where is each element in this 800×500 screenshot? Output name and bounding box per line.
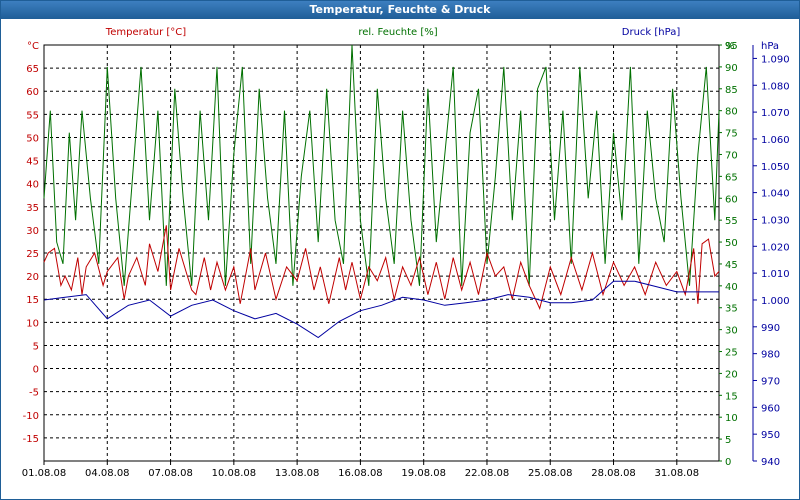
x-tick-label: 31.08.08 <box>655 468 700 479</box>
right1-axis-tick-label: 25 <box>725 348 738 359</box>
right1-axis-tick-label: 20 <box>725 369 738 380</box>
right2-axis-tick-label: 980 <box>761 350 780 361</box>
x-tick-label: 19.08.08 <box>401 468 446 479</box>
left-axis-tick-label: 65 <box>26 64 39 75</box>
right2-axis-tick-label: 1.070 <box>761 108 790 119</box>
x-tick-label: 10.08.08 <box>212 468 257 479</box>
left-axis-tick-label: 20 <box>26 272 39 283</box>
x-tick-label: 07.08.08 <box>148 468 193 479</box>
right2-axis-tick-label: 1.000 <box>761 296 790 307</box>
left-axis-tick-label: 60 <box>26 87 39 98</box>
right1-axis-tick-label: 15 <box>725 391 738 402</box>
x-tick-label: 16.08.08 <box>338 468 383 479</box>
series-line-1 <box>43 44 720 286</box>
left-axis-tick-label: 10 <box>26 318 39 329</box>
x-tick-label: 22.08.08 <box>465 468 510 479</box>
right1-axis-tick-label: 35 <box>725 304 738 315</box>
left-axis-tick-label: 30 <box>26 226 39 237</box>
right2-axis-tick-label: 1.050 <box>761 162 790 173</box>
right2-axis-tick-label: 1.060 <box>761 135 790 146</box>
right1-axis-tick-label: 55 <box>725 216 738 227</box>
right2-axis-tick-label: 1.040 <box>761 189 790 200</box>
right2-axis-unit: hPa <box>761 41 779 52</box>
left-axis-tick-label: -15 <box>23 434 39 445</box>
x-tick-label: 01.08.08 <box>22 468 67 479</box>
right2-axis-tick-label: 1.010 <box>761 269 790 280</box>
series-label-1: rel. Feuchte [%] <box>358 27 437 38</box>
right1-axis-tick-label: 40 <box>725 282 738 293</box>
right1-axis-tick-label: 30 <box>725 326 738 337</box>
window-title: Temperatur, Feuchte & Druck <box>1 1 799 19</box>
right1-axis-tick-label: 45 <box>725 260 738 271</box>
right1-axis-tick-label: 70 <box>725 150 738 161</box>
right2-axis-tick-label: 1.030 <box>761 215 790 226</box>
left-axis-tick-label: 40 <box>26 180 39 191</box>
x-tick-label: 13.08.08 <box>275 468 320 479</box>
right1-axis-tick-label: 10 <box>725 413 738 424</box>
left-axis-tick-label: 35 <box>26 203 39 214</box>
left-axis-tick-label: 25 <box>26 249 39 260</box>
right1-axis-tick-label: 50 <box>725 238 738 249</box>
right2-axis-tick-label: 1.020 <box>761 242 790 253</box>
right1-axis-tick-label: 0 <box>725 457 731 468</box>
right1-axis-tick-label: 75 <box>725 129 738 140</box>
left-axis-unit: °C <box>27 41 39 52</box>
right1-axis-tick-label: 80 <box>725 107 738 118</box>
x-tick-label: 28.08.08 <box>591 468 636 479</box>
right1-axis-tick-label: 90 <box>725 63 738 74</box>
left-axis-tick-label: 50 <box>26 133 39 144</box>
x-tick-label: 25.08.08 <box>528 468 573 479</box>
right2-axis-tick-label: 1.080 <box>761 81 790 92</box>
right1-axis-tick-label: 95 <box>725 41 738 52</box>
left-axis-tick-label: 5 <box>33 341 39 352</box>
series-label-2: Druck [hPa] <box>622 27 681 38</box>
left-axis-tick-label: 15 <box>26 295 39 306</box>
right2-axis-tick-label: 950 <box>761 430 780 441</box>
right1-axis-tick-label: 60 <box>725 194 738 205</box>
left-axis-tick-label: -10 <box>23 411 39 422</box>
left-axis-tick-label: -5 <box>29 388 39 399</box>
series-line-0 <box>43 225 720 311</box>
right2-axis-tick-label: 940 <box>761 457 780 468</box>
right1-axis-tick-label: 5 <box>725 435 731 446</box>
right2-axis-tick-label: 990 <box>761 323 780 334</box>
right2-axis-tick-label: 960 <box>761 403 780 414</box>
right1-axis-tick-label: 85 <box>725 85 738 96</box>
series-label-0: Temperatur [°C] <box>105 27 186 38</box>
left-axis-tick-label: 55 <box>26 110 39 121</box>
right2-axis-tick-label: 970 <box>761 376 780 387</box>
right1-axis-tick-label: 65 <box>725 172 738 183</box>
right2-axis-tick-label: 1.090 <box>761 54 790 65</box>
series-line-2 <box>43 280 719 339</box>
x-tick-label: 04.08.08 <box>85 468 130 479</box>
left-axis-tick-label: 45 <box>26 157 39 168</box>
left-axis-tick-label: 0 <box>33 365 39 376</box>
right1-axis-unit: % <box>725 41 735 52</box>
